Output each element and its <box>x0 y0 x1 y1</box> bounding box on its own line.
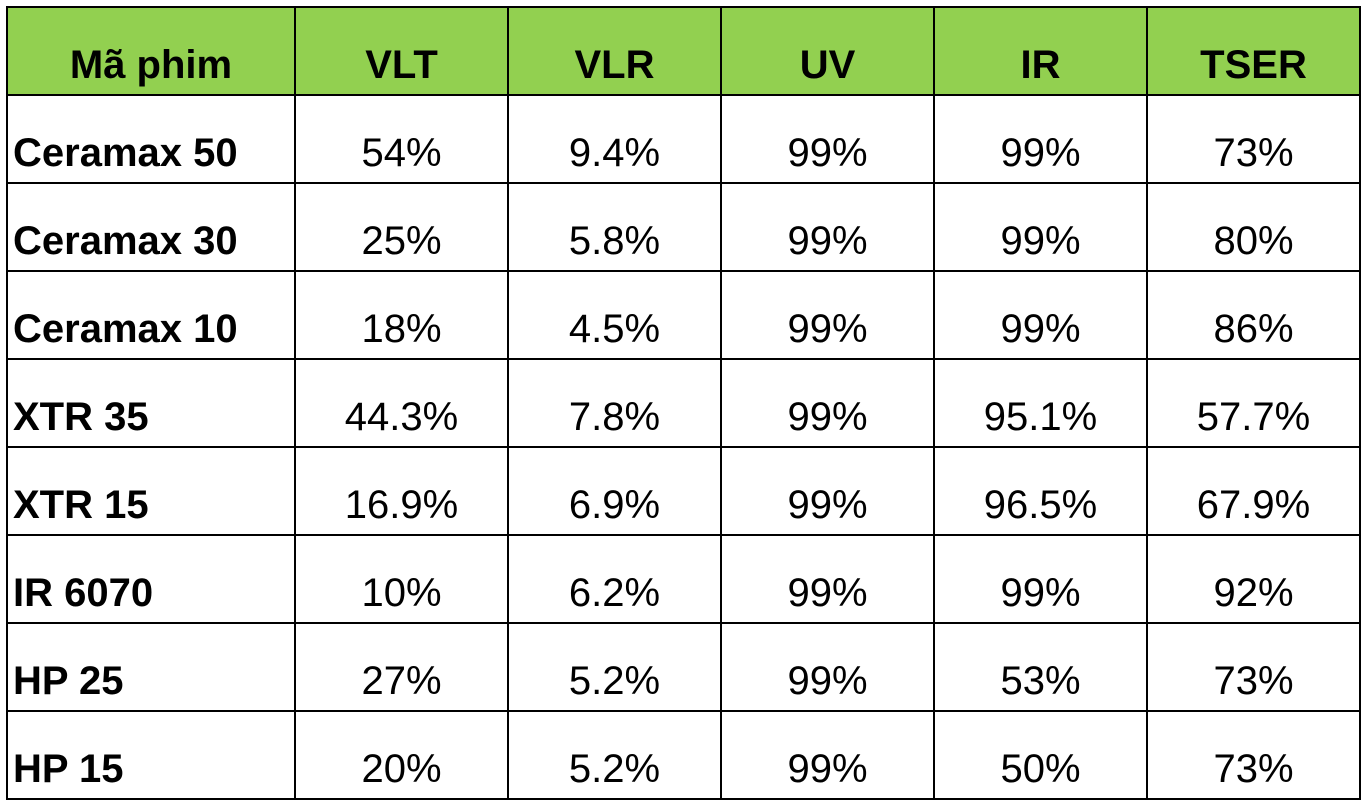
uv-cell: 99% <box>720 622 935 712</box>
vlr-cell: 6.9% <box>507 446 722 536</box>
ir-cell: 99% <box>933 182 1148 272</box>
ir-cell: 99% <box>933 270 1148 360</box>
tser-cell: 73% <box>1146 710 1361 800</box>
vlt-cell: 25% <box>294 182 509 272</box>
ir-cell: 50% <box>933 710 1148 800</box>
vlt-cell: 27% <box>294 622 509 712</box>
table-row: HP 25 27% 5.2% 99% 53% 73% <box>6 622 1361 712</box>
header-row: Mã phim VLT VLR UV IR TSER <box>6 6 1361 96</box>
vlt-cell: 20% <box>294 710 509 800</box>
ir-cell: 99% <box>933 94 1148 184</box>
tser-cell: 73% <box>1146 622 1361 712</box>
uv-cell: 99% <box>720 270 935 360</box>
vlt-cell: 18% <box>294 270 509 360</box>
film-name-cell: Ceramax 30 <box>6 182 296 272</box>
film-name-cell: Ceramax 10 <box>6 270 296 360</box>
uv-cell: 99% <box>720 94 935 184</box>
header-ir: IR <box>933 6 1148 96</box>
vlr-cell: 9.4% <box>507 94 722 184</box>
vlr-cell: 7.8% <box>507 358 722 448</box>
vlr-cell: 5.8% <box>507 182 722 272</box>
uv-cell: 99% <box>720 446 935 536</box>
uv-cell: 99% <box>720 710 935 800</box>
table-row: Ceramax 50 54% 9.4% 99% 99% 73% <box>6 94 1361 184</box>
vlr-cell: 5.2% <box>507 710 722 800</box>
film-name-cell: IR 6070 <box>6 534 296 624</box>
ir-cell: 53% <box>933 622 1148 712</box>
film-name-cell: HP 25 <box>6 622 296 712</box>
tser-cell: 80% <box>1146 182 1361 272</box>
table-row: HP 15 20% 5.2% 99% 50% 73% <box>6 710 1361 800</box>
vlr-cell: 6.2% <box>507 534 722 624</box>
uv-cell: 99% <box>720 358 935 448</box>
vlt-cell: 10% <box>294 534 509 624</box>
film-name-cell: Ceramax 50 <box>6 94 296 184</box>
ir-cell: 96.5% <box>933 446 1148 536</box>
vlt-cell: 54% <box>294 94 509 184</box>
film-name-cell: XTR 35 <box>6 358 296 448</box>
table-row: XTR 15 16.9% 6.9% 99% 96.5% 67.9% <box>6 446 1361 536</box>
tser-cell: 57.7% <box>1146 358 1361 448</box>
vlr-cell: 4.5% <box>507 270 722 360</box>
ir-cell: 99% <box>933 534 1148 624</box>
table-row: IR 6070 10% 6.2% 99% 99% 92% <box>6 534 1361 624</box>
tser-cell: 73% <box>1146 94 1361 184</box>
vlr-cell: 5.2% <box>507 622 722 712</box>
film-name-cell: HP 15 <box>6 710 296 800</box>
header-film-code: Mã phim <box>6 6 296 96</box>
table-row: Ceramax 30 25% 5.8% 99% 99% 80% <box>6 182 1361 272</box>
tser-cell: 86% <box>1146 270 1361 360</box>
table-row: XTR 35 44.3% 7.8% 99% 95.1% 57.7% <box>6 358 1361 448</box>
uv-cell: 99% <box>720 182 935 272</box>
table-row: Ceramax 10 18% 4.5% 99% 99% 86% <box>6 270 1361 360</box>
vlt-cell: 44.3% <box>294 358 509 448</box>
tser-cell: 67.9% <box>1146 446 1361 536</box>
header-uv: UV <box>720 6 935 96</box>
film-spec-table: Mã phim VLT VLR UV IR TSER Ceramax 50 54… <box>6 6 1361 800</box>
header-tser: TSER <box>1146 6 1361 96</box>
uv-cell: 99% <box>720 534 935 624</box>
vlt-cell: 16.9% <box>294 446 509 536</box>
tser-cell: 92% <box>1146 534 1361 624</box>
header-vlr: VLR <box>507 6 722 96</box>
header-vlt: VLT <box>294 6 509 96</box>
film-name-cell: XTR 15 <box>6 446 296 536</box>
ir-cell: 95.1% <box>933 358 1148 448</box>
